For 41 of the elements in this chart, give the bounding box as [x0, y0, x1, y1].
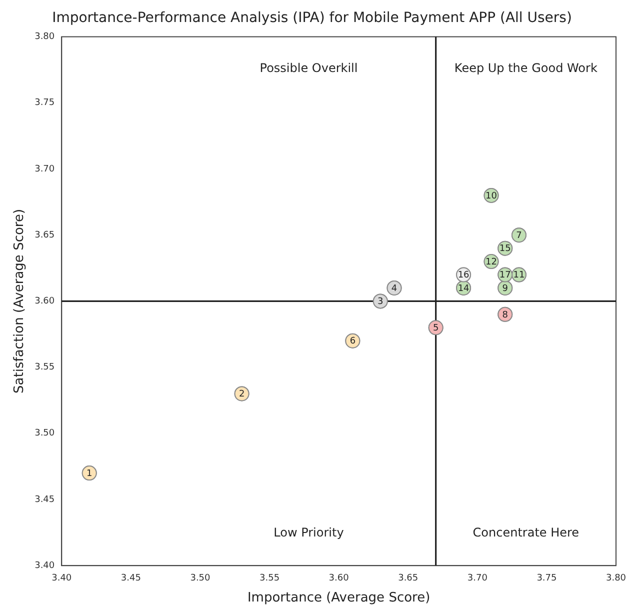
x-axis-title: Importance (Average Score)	[247, 590, 430, 606]
y-tick-label: 3.55	[34, 362, 55, 373]
annotation: 16	[458, 270, 470, 281]
y-tick-label: 3.60	[34, 296, 55, 307]
annotation: 1	[86, 468, 92, 479]
x-tick-label: 3.75	[536, 573, 557, 584]
chart-title: Importance-Performance Analysis (IPA) for Mobile Payment APP (All Users)	[52, 10, 572, 26]
x-tick-label: 3.55	[260, 573, 280, 584]
x-tick-label: 3.50	[190, 573, 211, 584]
annotation: 9	[502, 284, 508, 294]
annotation: 17	[499, 270, 511, 281]
annotation: Concentrate Here	[472, 526, 580, 540]
annotation: 4	[391, 284, 398, 294]
y-tick-label: 3.80	[34, 32, 55, 42]
y-tick-label: 3.65	[34, 230, 55, 240]
y-axis-title: Satisfaction (Average Score)	[12, 208, 28, 394]
y-tick-label: 3.75	[34, 98, 55, 108]
y-tick-label: 3.45	[34, 494, 55, 505]
y-tick-label: 3.70	[34, 164, 55, 174]
x-tick-label: 3.70	[467, 573, 488, 584]
annotation: Keep Up the Good Work	[454, 60, 598, 75]
annotation: 10	[486, 191, 498, 202]
annotation: Low Priority	[274, 526, 344, 540]
annotation: 8	[502, 310, 508, 320]
annotation: 14	[458, 284, 470, 294]
annotation: 2	[238, 390, 245, 400]
annotation: 11	[513, 270, 525, 281]
annotation: 12	[486, 257, 497, 268]
y-tick-label: 3.50	[34, 428, 55, 439]
x-tick-label: 3.40	[52, 573, 72, 584]
annotation: 7	[516, 230, 522, 241]
x-tick-label: 3.80	[606, 573, 626, 584]
annotation: 6	[350, 336, 356, 347]
annotation: 3	[378, 297, 384, 308]
annotation: 15	[499, 244, 511, 254]
annotation: 5	[432, 323, 439, 334]
x-tick-label: 3.60	[328, 573, 350, 584]
x-tick-label: 3.45	[120, 573, 141, 584]
x-tick-label: 3.65	[398, 573, 418, 584]
annotation: Possible Overkill	[260, 60, 358, 75]
y-tick-label: 3.40	[34, 560, 55, 571]
